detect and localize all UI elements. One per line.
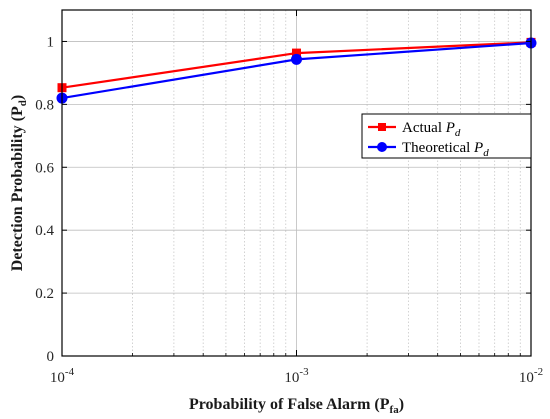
x-axis-label: Probability of False Alarm (Pfa) bbox=[189, 396, 404, 416]
legend-label-text: Theoretical bbox=[402, 140, 474, 156]
y-tick-label: 0.6 bbox=[35, 160, 54, 176]
y-axis-label-sub: d bbox=[17, 100, 29, 106]
y-tick-label: 0.4 bbox=[35, 223, 54, 239]
x-axis-label-main: Probability of False Alarm (P bbox=[189, 396, 390, 413]
y-axis-label-close: ) bbox=[9, 95, 26, 100]
legend-marker-theoretical bbox=[377, 142, 387, 152]
legend-box bbox=[361, 113, 532, 159]
x-tick-label-exponent: -3 bbox=[299, 366, 309, 378]
legend-label-variable: P bbox=[445, 120, 455, 136]
x-tick-label: 10-3 bbox=[284, 366, 309, 386]
y-tick-labels: 0 0.2 0.4 0.6 0.8 1 bbox=[35, 34, 54, 365]
x-tick-label: 10-2 bbox=[519, 366, 543, 386]
y-tick-label: 0 bbox=[47, 349, 55, 365]
x-axis-label-close: ) bbox=[399, 396, 404, 413]
x-tick-labels: 10-4 10-3 10-2 bbox=[50, 366, 543, 386]
x-tick-label: 10-4 bbox=[50, 366, 75, 386]
x-tick-label-exponent: -4 bbox=[65, 366, 75, 378]
x-tick-label-base: 10 bbox=[519, 370, 534, 386]
y-tick-label: 0.2 bbox=[35, 286, 54, 302]
legend-marker-actual bbox=[378, 123, 386, 131]
y-axis-label-main: Detection Probability (P bbox=[9, 106, 26, 271]
legend-label-theoretical: Theoretical Pd bbox=[402, 140, 489, 159]
x-axis-label-sub: fa bbox=[390, 404, 400, 416]
legend-label-subscript: d bbox=[483, 147, 489, 159]
data-point-theoretical bbox=[291, 53, 302, 65]
y-tick-label: 0.8 bbox=[35, 97, 54, 113]
series-layer bbox=[56, 37, 537, 104]
x-tick-label-exponent: -2 bbox=[534, 366, 543, 378]
x-tick-label-base: 10 bbox=[284, 370, 299, 386]
tick-marks bbox=[61, 10, 532, 357]
legend-label-variable: P bbox=[473, 140, 483, 156]
legend-label-text: Actual bbox=[402, 120, 446, 136]
legend-label-actual: Actual Pd bbox=[402, 120, 461, 139]
legend-label-subscript: d bbox=[455, 127, 461, 139]
y-tick-label: 1 bbox=[47, 34, 55, 50]
y-axis-label: Detection Probability (Pd) bbox=[9, 95, 29, 271]
x-tick-label-base: 10 bbox=[50, 370, 65, 386]
